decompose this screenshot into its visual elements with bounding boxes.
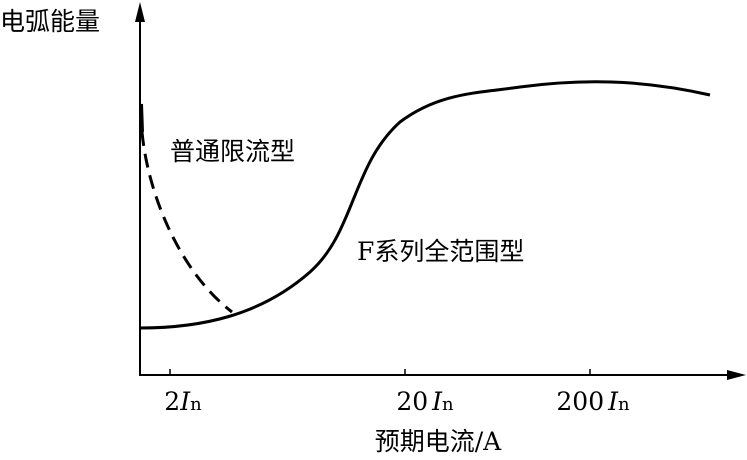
subscript: n <box>190 394 202 415</box>
x-tick-label: 2In <box>164 387 202 416</box>
symbol: I <box>431 387 443 416</box>
curve-label: F系列全范围型 <box>357 237 524 266</box>
subscript: n <box>618 394 630 415</box>
symbol: I <box>179 387 191 416</box>
x-tick-label: 20 In <box>396 387 454 416</box>
current-limiting-curve <box>140 131 233 314</box>
symbol: I <box>607 387 619 416</box>
full-range-curve <box>139 80 711 330</box>
current-limiting-curve-start <box>139 103 144 133</box>
x-tick-label: 200 In <box>556 387 630 416</box>
y-axis-label: 电弧能量 <box>0 7 100 36</box>
subscript: n <box>442 394 454 415</box>
y-axis-arrow <box>135 2 145 22</box>
coefficient: 2 <box>164 387 180 416</box>
x-axis-arrow <box>727 370 746 380</box>
curve-label: 普通限流型 <box>170 137 295 166</box>
coefficient: 20 <box>396 387 428 416</box>
coefficient: 200 <box>556 387 604 416</box>
x-axis-label: 预期电流/A <box>375 427 502 456</box>
